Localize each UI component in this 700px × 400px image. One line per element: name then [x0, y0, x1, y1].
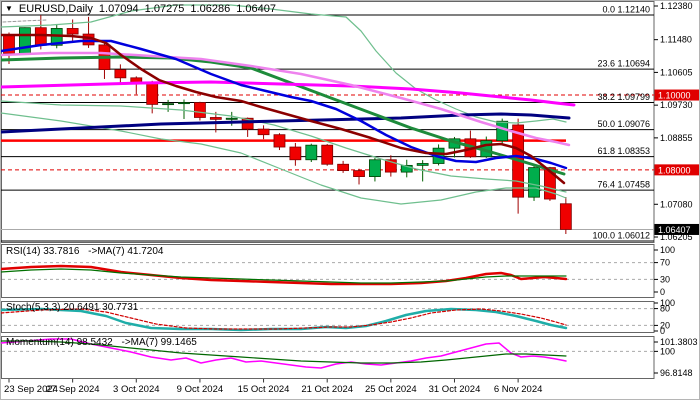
- chart-title-bar: ▼ EURUSD,Daily 1.07094 1.07275 1.06286 1…: [5, 2, 276, 15]
- price-badge-label: 1.08000: [658, 165, 691, 175]
- symbol-dropdown-icon[interactable]: ▼: [5, 3, 13, 13]
- overlay-violet-ma: [1, 51, 571, 147]
- main-chart-plot[interactable]: [1, 1, 654, 242]
- overlay-upper-band: [1, 4, 567, 124]
- candle-body: [241, 117, 254, 130]
- rsi-label-ma-value: ->MA(7) 41.7204: [88, 246, 164, 257]
- price-axis-label: 1.11480: [660, 35, 692, 45]
- stoch-label: Stoch(5,3,3) 20.6491 30.7731: [6, 302, 144, 313]
- fib-label-50.0: 50.0 1.09076: [597, 119, 650, 129]
- stoch-label-value: Stoch(5,3,3) 20.6491 30.7731: [6, 302, 139, 313]
- candle-body: [162, 103, 175, 106]
- momentum-label-value: Momentum(14) 98.5432: [6, 337, 113, 348]
- price-badge-red: [654, 89, 699, 101]
- momentum-label-ma-value: ->MA(7) 99.1465: [121, 337, 197, 348]
- price-close: 1.06407: [236, 2, 276, 15]
- candle-body: [273, 134, 286, 148]
- price-open: 1.07094: [98, 2, 139, 15]
- candle-body: [337, 163, 350, 172]
- price-axis[interactable]: [654, 1, 699, 379]
- fib-label-23.6: 23.6 1.10694: [597, 59, 650, 69]
- stoch-d-line: [1, 308, 567, 330]
- momentum-axis-label: 101.3803: [660, 337, 698, 347]
- fib-label-76.4: 76.4 1.07458: [597, 180, 650, 190]
- rsi-line: [1, 264, 568, 286]
- time-axis-label: 3 Oct 2024: [113, 384, 159, 395]
- momentum-axis-label: 100: [660, 346, 675, 356]
- momentum-line: [1, 338, 567, 369]
- fib-label-61.8: 61.8 1.08353: [597, 146, 650, 156]
- rsi-axis-label: 0: [660, 287, 665, 297]
- fib-label-100.0: 100.0 1.06012: [592, 231, 650, 241]
- price-badge-red: [654, 164, 699, 176]
- candle-body: [178, 102, 190, 105]
- candle-body: [384, 159, 397, 173]
- candle-body: [209, 117, 222, 120]
- price-axis-label: 1.08855: [660, 133, 693, 143]
- stoch-axis-label: 80: [660, 304, 670, 314]
- overlay-green-ma: [1, 55, 566, 176]
- overlay-lower-band-1: [1, 100, 567, 193]
- candle-body: [559, 203, 572, 230]
- momentum-ma-line: [1, 340, 567, 364]
- overlay-blue-ma: [1, 39, 568, 170]
- overlay-navy-ma: [1, 112, 571, 134]
- price-axis-label: 1.06205: [660, 232, 693, 242]
- candle-body: [416, 163, 429, 166]
- overlay-maroon-ma: [1, 33, 566, 185]
- candle-body: [257, 128, 270, 136]
- candle-body: [194, 102, 206, 118]
- price-axis-label: 1.07080: [660, 199, 693, 209]
- candle-body: [400, 164, 413, 173]
- price-low: 1.06286: [190, 2, 231, 15]
- time-axis-label: 25 Oct 2024: [365, 384, 417, 395]
- time-axis-label: 21 Oct 2024: [301, 384, 353, 395]
- price-high: 1.07275: [144, 2, 185, 15]
- candle-body: [114, 69, 127, 79]
- time-axis-label: 23 Sep 2024: [4, 384, 58, 395]
- fib-label-0.0: 0.0 1.12140: [602, 4, 650, 14]
- time-axis-label: 9 Oct 2024: [177, 384, 223, 395]
- fib-label-38.2: 38.2 1.09799: [597, 92, 650, 102]
- price-badge-black: [654, 223, 699, 235]
- overlay-lower-band-2: [1, 112, 567, 205]
- time-axis-label: 27 Sep 2024: [46, 384, 100, 395]
- overlay-gray-dash-fragment: [2, 19, 47, 23]
- rsi-ma-line: [1, 268, 567, 284]
- price-axis-label: 1.09730: [660, 100, 693, 110]
- momentum-axis-label: 96.8148: [660, 368, 693, 378]
- price-axis-label: 1.10605: [660, 67, 693, 77]
- candle-body: [305, 144, 318, 161]
- candle-body: [321, 144, 334, 165]
- stoch-axis-label: 100: [660, 298, 675, 308]
- rsi-label-value: RSI(14) 33.7816: [6, 246, 80, 257]
- time-axis-label: 6 Nov 2024: [494, 384, 543, 395]
- candle-body: [353, 170, 365, 177]
- time-axis-label: 15 Oct 2024: [238, 384, 290, 395]
- time-axis[interactable]: [1, 379, 654, 399]
- candle-body: [289, 146, 302, 161]
- price-badge-label: 1.06407: [658, 225, 691, 235]
- rsi-axis-label: 70: [660, 258, 670, 268]
- rsi-axis-label: 100: [660, 245, 675, 255]
- candle-body: [66, 28, 79, 35]
- candle-body: [225, 117, 238, 120]
- overlay-magenta-ma: [1, 80, 576, 107]
- symbol-timeframe: EURUSD,Daily: [18, 2, 93, 15]
- candle-body: [369, 159, 381, 177]
- stoch-axis-label: 20: [660, 320, 670, 330]
- time-axis-label: 31 Oct 2024: [429, 384, 481, 395]
- candle-body: [544, 167, 556, 200]
- rsi-label: RSI(14) 33.7816 ->MA(7) 41.7204: [6, 246, 170, 257]
- rsi-axis-label: 30: [660, 274, 670, 284]
- price-axis-label: 1.12380: [660, 1, 693, 11]
- momentum-label: Momentum(14) 98.5432 ->MA(7) 99.1465: [6, 337, 203, 348]
- price-badge-label: 1.10000: [658, 91, 691, 101]
- stoch-axis-label: 0: [660, 326, 665, 336]
- candle-body: [528, 167, 540, 198]
